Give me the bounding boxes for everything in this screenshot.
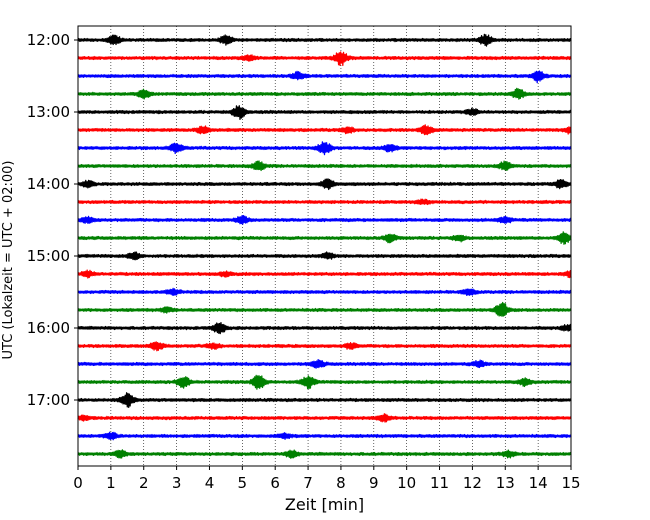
x-tick-label: 13 xyxy=(496,474,515,492)
seismogram-trace-1230 xyxy=(77,70,572,84)
x-tick-label: 6 xyxy=(270,474,280,492)
x-tick-label: 11 xyxy=(430,474,449,492)
seismogram-trace-1615 xyxy=(77,341,572,352)
seismogram-trace-1430 xyxy=(77,215,572,225)
plot-frame xyxy=(77,25,572,467)
x-tick-label: 1 xyxy=(106,474,116,492)
seismogram-trace-1515 xyxy=(77,269,572,279)
x-tick-label: 5 xyxy=(238,474,248,492)
trace-group xyxy=(77,33,572,459)
y-axis-label: UTC (Lokalzeit = UTC + 02:00) xyxy=(1,161,16,360)
grid-lines xyxy=(110,26,539,466)
x-tick-label: 3 xyxy=(172,474,182,492)
seismogram-trace-1700 xyxy=(77,392,572,409)
x-axis-label: Zeit [min] xyxy=(285,495,364,514)
x-tick-label: 15 xyxy=(561,474,580,492)
y-tick-label: 12:00 xyxy=(27,31,70,49)
seismogram-trace-1645 xyxy=(77,374,572,390)
seismogram-trace-1300 xyxy=(77,105,572,120)
y-tick-label: 14:00 xyxy=(27,175,70,193)
x-tick-label: 8 xyxy=(336,474,346,492)
seismogram-trace-1730 xyxy=(77,431,572,441)
seismogram-trace-1445 xyxy=(77,231,572,245)
x-tick-label: 7 xyxy=(303,474,313,492)
y-tick-label: 15:00 xyxy=(27,247,70,265)
seismogram-trace-1215 xyxy=(77,51,572,66)
seismogram-trace-1400 xyxy=(77,178,572,191)
x-tick-label: 14 xyxy=(529,474,548,492)
seismogram-trace-1715 xyxy=(77,413,572,423)
x-tick-label: 12 xyxy=(463,474,482,492)
seismogram-trace-1415 xyxy=(77,198,572,206)
x-tick-label: 2 xyxy=(139,474,149,492)
seismogram-trace-1245 xyxy=(77,87,572,100)
seismogram-trace-1315 xyxy=(77,124,572,136)
seismogram-trace-1345 xyxy=(77,160,572,172)
x-tick-label: 10 xyxy=(397,474,416,492)
x-tick-label: 4 xyxy=(205,474,215,492)
seismogram-trace-1745 xyxy=(77,449,572,459)
x-tick-label: 0 xyxy=(73,474,83,492)
y-tick-label: 13:00 xyxy=(27,103,70,121)
seismogram-trace-1545 xyxy=(77,301,572,317)
seismogram-trace-1200 xyxy=(77,33,572,47)
seismogram-trace-1330 xyxy=(77,141,572,156)
seismogram-trace-1530 xyxy=(77,287,572,297)
y-axis: 12:00 13:00 14:00 15:00 16:00 17:00 xyxy=(27,31,78,409)
y-tick-label: 17:00 xyxy=(27,391,70,409)
x-axis: 0 1 2 3 4 5 6 7 8 9 10 11 12 13 14 15 xyxy=(73,466,581,492)
y-tick-label: 16:00 xyxy=(27,319,70,337)
x-tick-label: 9 xyxy=(369,474,379,492)
seismogram-trace-1600 xyxy=(77,322,572,335)
seismogram-trace-1630 xyxy=(77,359,572,369)
seismogram-trace-1500 xyxy=(77,251,572,261)
